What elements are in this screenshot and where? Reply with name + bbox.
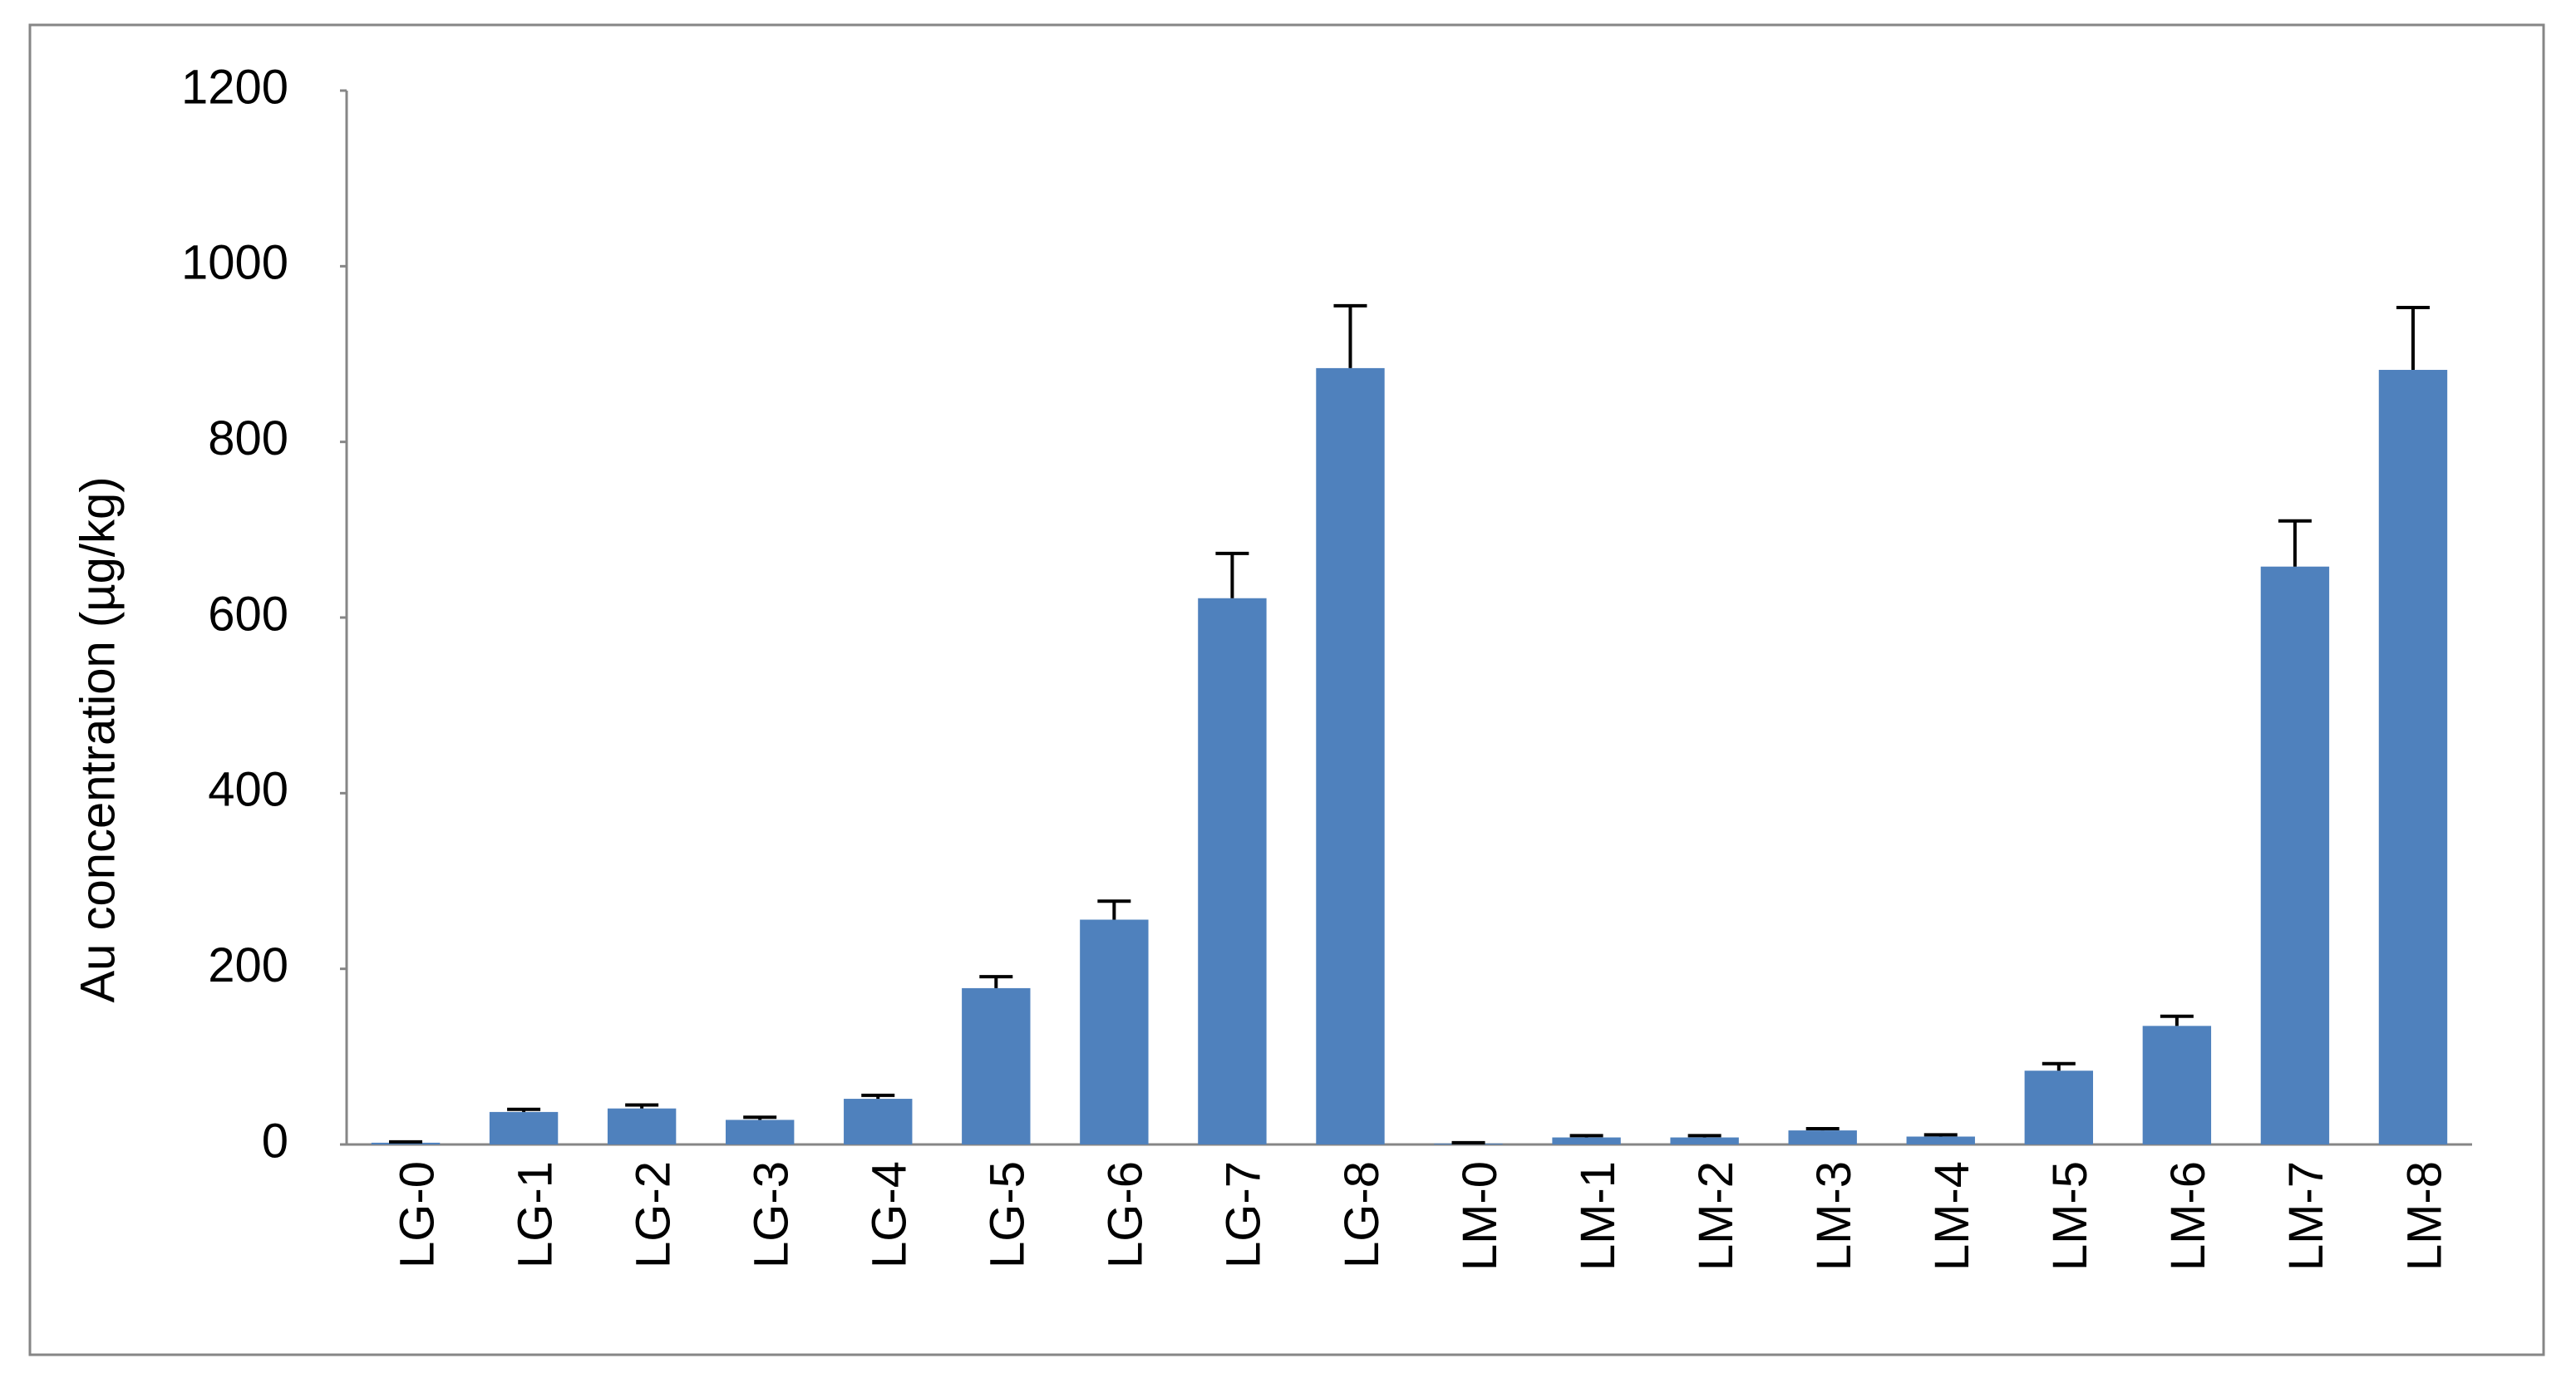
x-tick-label: LG-2 <box>626 1161 680 1268</box>
bar <box>1670 1137 1739 1144</box>
bar <box>607 1108 677 1144</box>
x-tick-label: LG-7 <box>1217 1161 1271 1268</box>
x-tick-label: LG-0 <box>390 1161 444 1268</box>
bar <box>1552 1137 1621 1144</box>
bar <box>725 1120 795 1144</box>
chart-border <box>28 23 2545 1356</box>
bar <box>2142 1026 2212 1144</box>
bar <box>2024 1071 2094 1144</box>
y-tick-label: 800 <box>208 411 288 465</box>
bar <box>2378 370 2448 1144</box>
y-tick-label: 0 <box>262 1114 288 1168</box>
x-tick-label: LM-8 <box>2397 1161 2451 1271</box>
x-tick-label: LM-1 <box>1571 1161 1625 1271</box>
x-tick-label: LG-5 <box>981 1161 1035 1268</box>
y-tick-label: 1200 <box>181 60 288 114</box>
bar <box>1080 919 1149 1144</box>
y-tick-label: 600 <box>208 587 288 641</box>
y-tick-label: 200 <box>208 938 288 992</box>
x-tick-label: LM-2 <box>1689 1161 1743 1271</box>
x-tick-label: LG-1 <box>508 1161 562 1268</box>
x-tick-label: LG-4 <box>863 1161 917 1268</box>
x-tick-label: LM-7 <box>2279 1161 2333 1271</box>
bar <box>371 1142 441 1144</box>
bar <box>1316 367 1385 1144</box>
bar <box>489 1111 559 1144</box>
x-tick-label: LM-4 <box>1925 1161 1979 1271</box>
x-tick-label: LM-6 <box>2161 1161 2215 1271</box>
bar <box>2260 566 2330 1144</box>
x-tick-label: LM-0 <box>1453 1161 1507 1271</box>
bar <box>1198 598 1267 1144</box>
x-tick-label: LG-8 <box>1335 1161 1389 1268</box>
y-axis-title: Au concentration (µg/kg) <box>71 476 125 1002</box>
x-tick-label: LG-6 <box>1099 1161 1153 1268</box>
bar <box>962 987 1031 1144</box>
y-tick-label: 400 <box>208 763 288 817</box>
x-tick-label: LM-5 <box>2043 1161 2097 1271</box>
bar <box>1906 1136 1975 1144</box>
y-tick-label: 1000 <box>181 236 288 290</box>
bar <box>844 1099 913 1144</box>
x-tick-label: LM-3 <box>1807 1161 1861 1271</box>
x-tick-label: LG-3 <box>745 1161 799 1268</box>
bar <box>1788 1130 1857 1144</box>
